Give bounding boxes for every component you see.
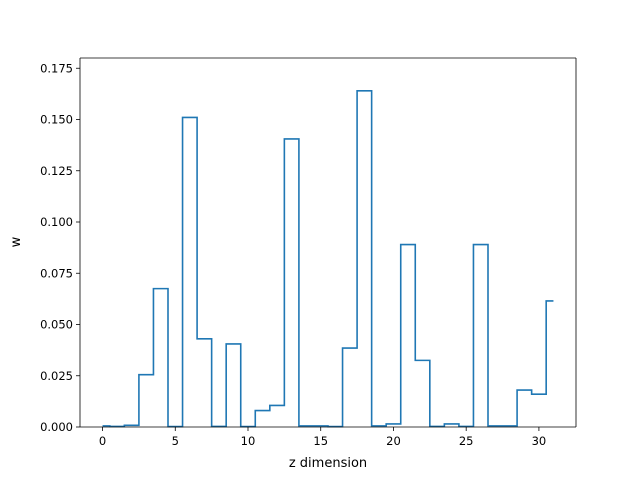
y-tick-label: 0.100 — [40, 215, 73, 229]
y-tick-label: 0.000 — [40, 420, 73, 434]
plot-area — [80, 58, 576, 427]
x-tick-label: 25 — [459, 434, 474, 448]
y-axis-label: w — [9, 236, 24, 247]
x-tick-label: 20 — [386, 434, 401, 448]
x-tick-label: 5 — [172, 434, 179, 448]
y-tick-label: 0.125 — [40, 164, 73, 178]
series-layer — [102, 90, 554, 428]
y-tick-label: 0.150 — [40, 113, 73, 127]
x-axis-label: z dimension — [289, 456, 367, 471]
x-tick-label: 0 — [99, 434, 106, 448]
x-tick-label: 10 — [241, 434, 256, 448]
y-axis-ticks: 0.000 0.025 0.050 0.075 0.100 0.125 0.150 0.175 — [40, 61, 80, 434]
y-tick-label: 0.050 — [40, 318, 73, 332]
x-axis-ticks: 0 5 10 15 20 25 30 — [99, 427, 546, 448]
series-step-line — [102, 90, 554, 428]
x-tick-label: 30 — [532, 434, 547, 448]
y-tick-label: 0.025 — [40, 369, 73, 383]
x-tick-label: 15 — [313, 434, 328, 448]
axes-background — [80, 58, 576, 427]
y-tick-label: 0.075 — [40, 266, 73, 280]
y-tick-label: 0.175 — [40, 61, 73, 75]
